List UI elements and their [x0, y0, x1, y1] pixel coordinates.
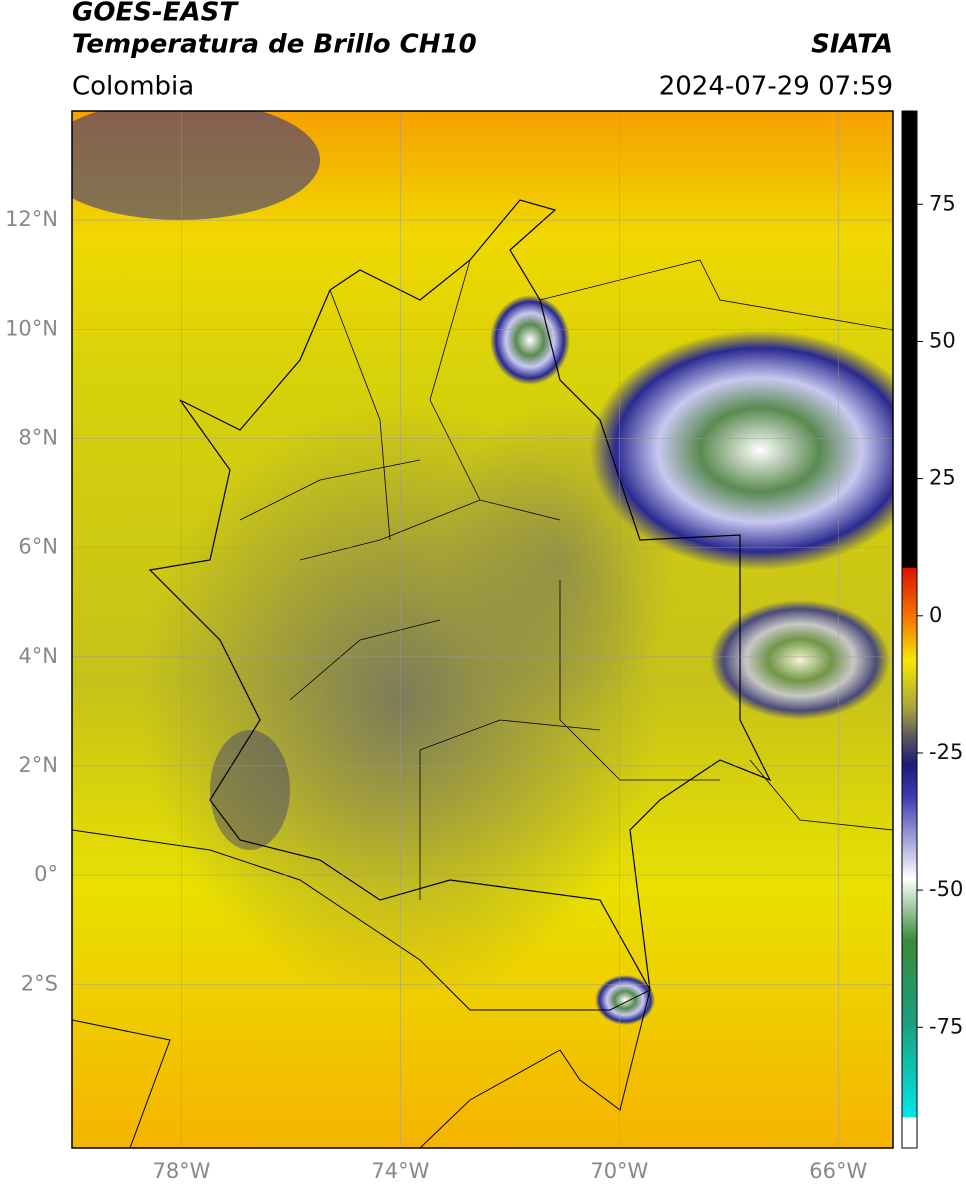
y-tick-label: 2°N — [18, 753, 58, 777]
colorbar-tick-label: 25 — [929, 466, 956, 490]
y-tick-label: 6°N — [18, 535, 58, 559]
y-tick-label: 2°S — [21, 971, 58, 995]
title: GOES-EAST — [72, 0, 239, 28]
colorbar-tick-label: 50 — [929, 328, 956, 352]
y-tick-label: 8°N — [18, 425, 58, 449]
y-tick-label: 10°N — [5, 316, 58, 340]
map-frame — [71, 110, 894, 1149]
y-tick-label: 12°N — [5, 207, 58, 231]
datetime: 2024-07-29 07:59 — [659, 72, 893, 102]
colorbar-tick-label: -50 — [929, 877, 963, 901]
y-tick-label: 0° — [34, 862, 58, 886]
x-tick-label: 78°W — [152, 1159, 210, 1183]
y-tick-label: 4°N — [18, 644, 58, 668]
x-tick-label: 74°W — [371, 1159, 429, 1183]
x-tick-label: 70°W — [590, 1159, 648, 1183]
grid — [72, 111, 893, 1148]
colorbar-tick-label: 0 — [929, 603, 942, 627]
source: SIATA — [811, 30, 893, 60]
map-image — [72, 111, 893, 1148]
colorbar-tick-label: -75 — [929, 1014, 963, 1038]
subtitle: Temperatura de Brillo CH10 — [72, 30, 477, 60]
region: Colombia — [72, 72, 194, 102]
colorbar-tick-label: 75 — [929, 191, 956, 215]
colorbar — [901, 110, 918, 1149]
colorbar-tick-label: -25 — [929, 740, 963, 764]
x-tick-label: 66°W — [809, 1159, 867, 1183]
